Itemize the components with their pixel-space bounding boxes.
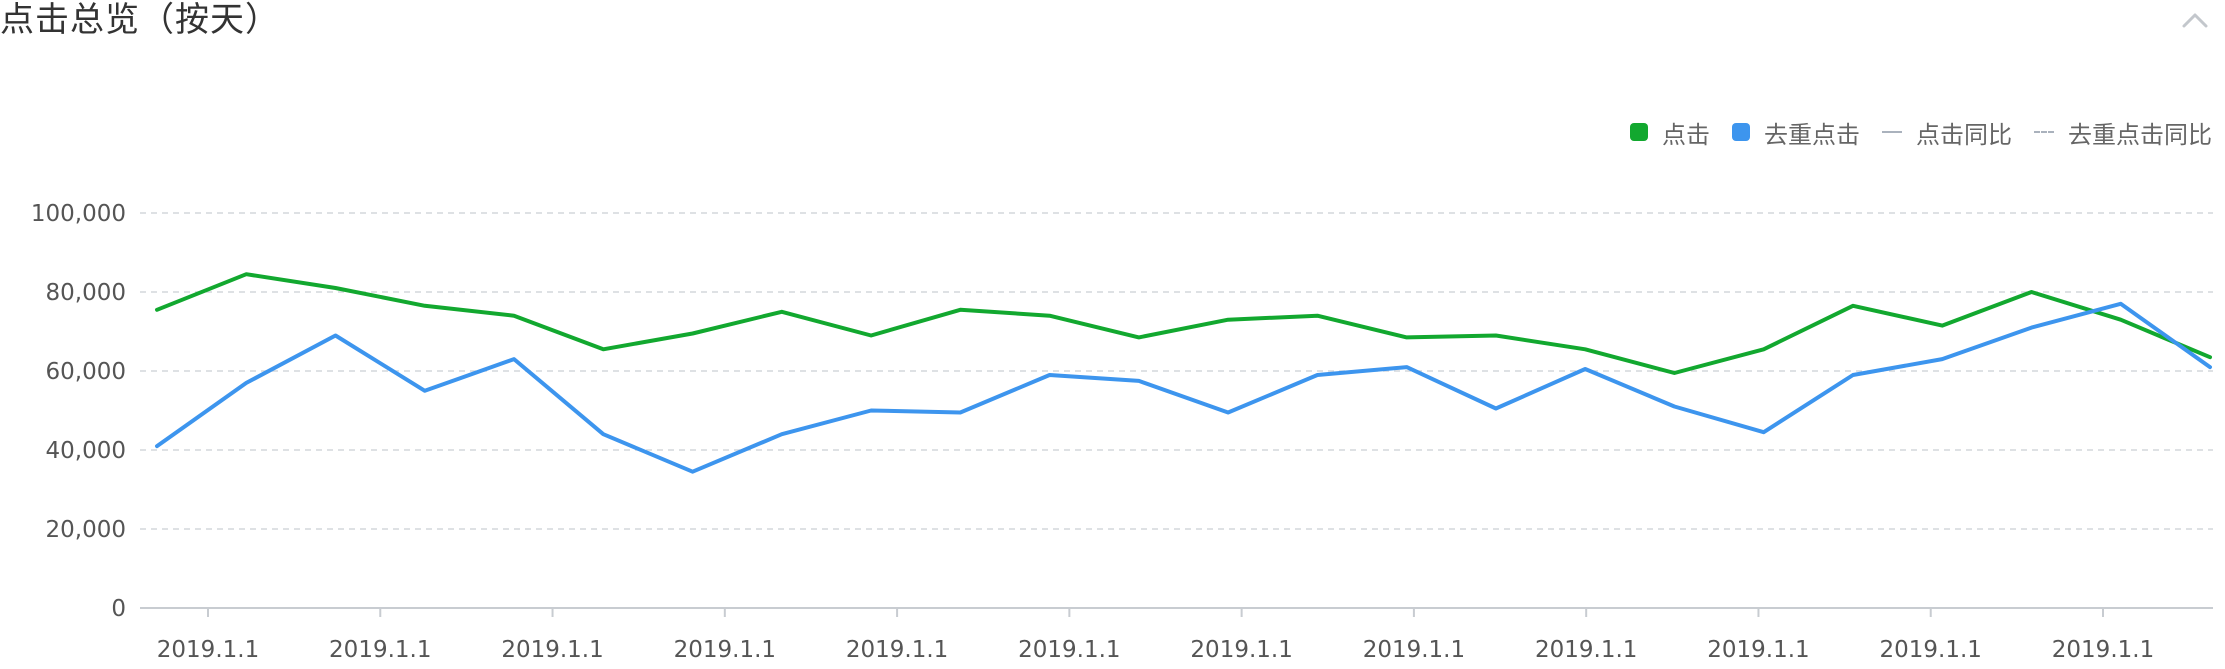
x-tick-label: 2019.1.1 (1190, 637, 1292, 663)
x-tick-label: 2019.1.1 (329, 637, 431, 663)
axis-layer: 0 20,000 40,000 60,000 80,000 100,000 2019.1.1… (31, 201, 2213, 663)
legend-swatch-clicks (1630, 123, 1648, 141)
legend-label-clicks-yoy: 点击同比 (1916, 120, 2012, 149)
y-tick-label: 0 (111, 596, 126, 622)
legend-label-unique-clicks: 去重点击 (1764, 120, 1860, 149)
panel-title: 点击总览（按天） (0, 0, 280, 40)
series-layer (155, 272, 2212, 474)
collapse-button[interactable] (2178, 6, 2212, 34)
y-tick-label: 60,000 (46, 359, 126, 385)
x-tick-label: 2019.1.1 (1018, 637, 1120, 663)
x-tick-label: 2019.1.1 (2052, 637, 2154, 663)
y-tick-label: 80,000 (46, 280, 126, 306)
x-tick-label: 2019.1.1 (1707, 637, 1809, 663)
grid-layer (140, 212, 2213, 530)
series-line-clicks[interactable] (155, 272, 2212, 375)
legend-line-clicks-yoy (1882, 131, 1902, 133)
y-tick-label: 20,000 (46, 517, 126, 543)
legend-label-unique-clicks-yoy: 去重点击同比 (2068, 120, 2212, 149)
x-tick-label: 2019.1.1 (1535, 637, 1637, 663)
legend-item-unique-clicks-yoy[interactable]: 去重点击同比 (2034, 112, 2212, 152)
series-line-unique-clicks[interactable] (155, 301, 2212, 474)
x-tick-label: 2019.1.1 (1363, 637, 1465, 663)
chart-legend: 点击 去重点击 点击同比 去重点击同比 (1630, 112, 2212, 152)
legend-line-unique-clicks-yoy (2034, 131, 2054, 133)
y-tick-label: 100,000 (31, 201, 126, 227)
legend-item-unique-clicks[interactable]: 去重点击 (1732, 112, 1860, 152)
legend-swatch-unique-clicks (1732, 123, 1750, 141)
chevron-up-icon (2182, 13, 2208, 28)
legend-label-clicks: 点击 (1662, 120, 1710, 149)
legend-item-clicks-yoy[interactable]: 点击同比 (1882, 112, 2012, 152)
y-tick-label: 40,000 (46, 438, 126, 464)
x-tick-label: 2019.1.1 (501, 637, 603, 663)
x-tick-label: 2019.1.1 (674, 637, 776, 663)
x-tick-label: 2019.1.1 (846, 637, 948, 663)
legend-item-clicks[interactable]: 点击 (1630, 112, 1710, 152)
x-tick-label: 2019.1.1 (157, 637, 259, 663)
x-tick-label: 2019.1.1 (1880, 637, 1982, 663)
